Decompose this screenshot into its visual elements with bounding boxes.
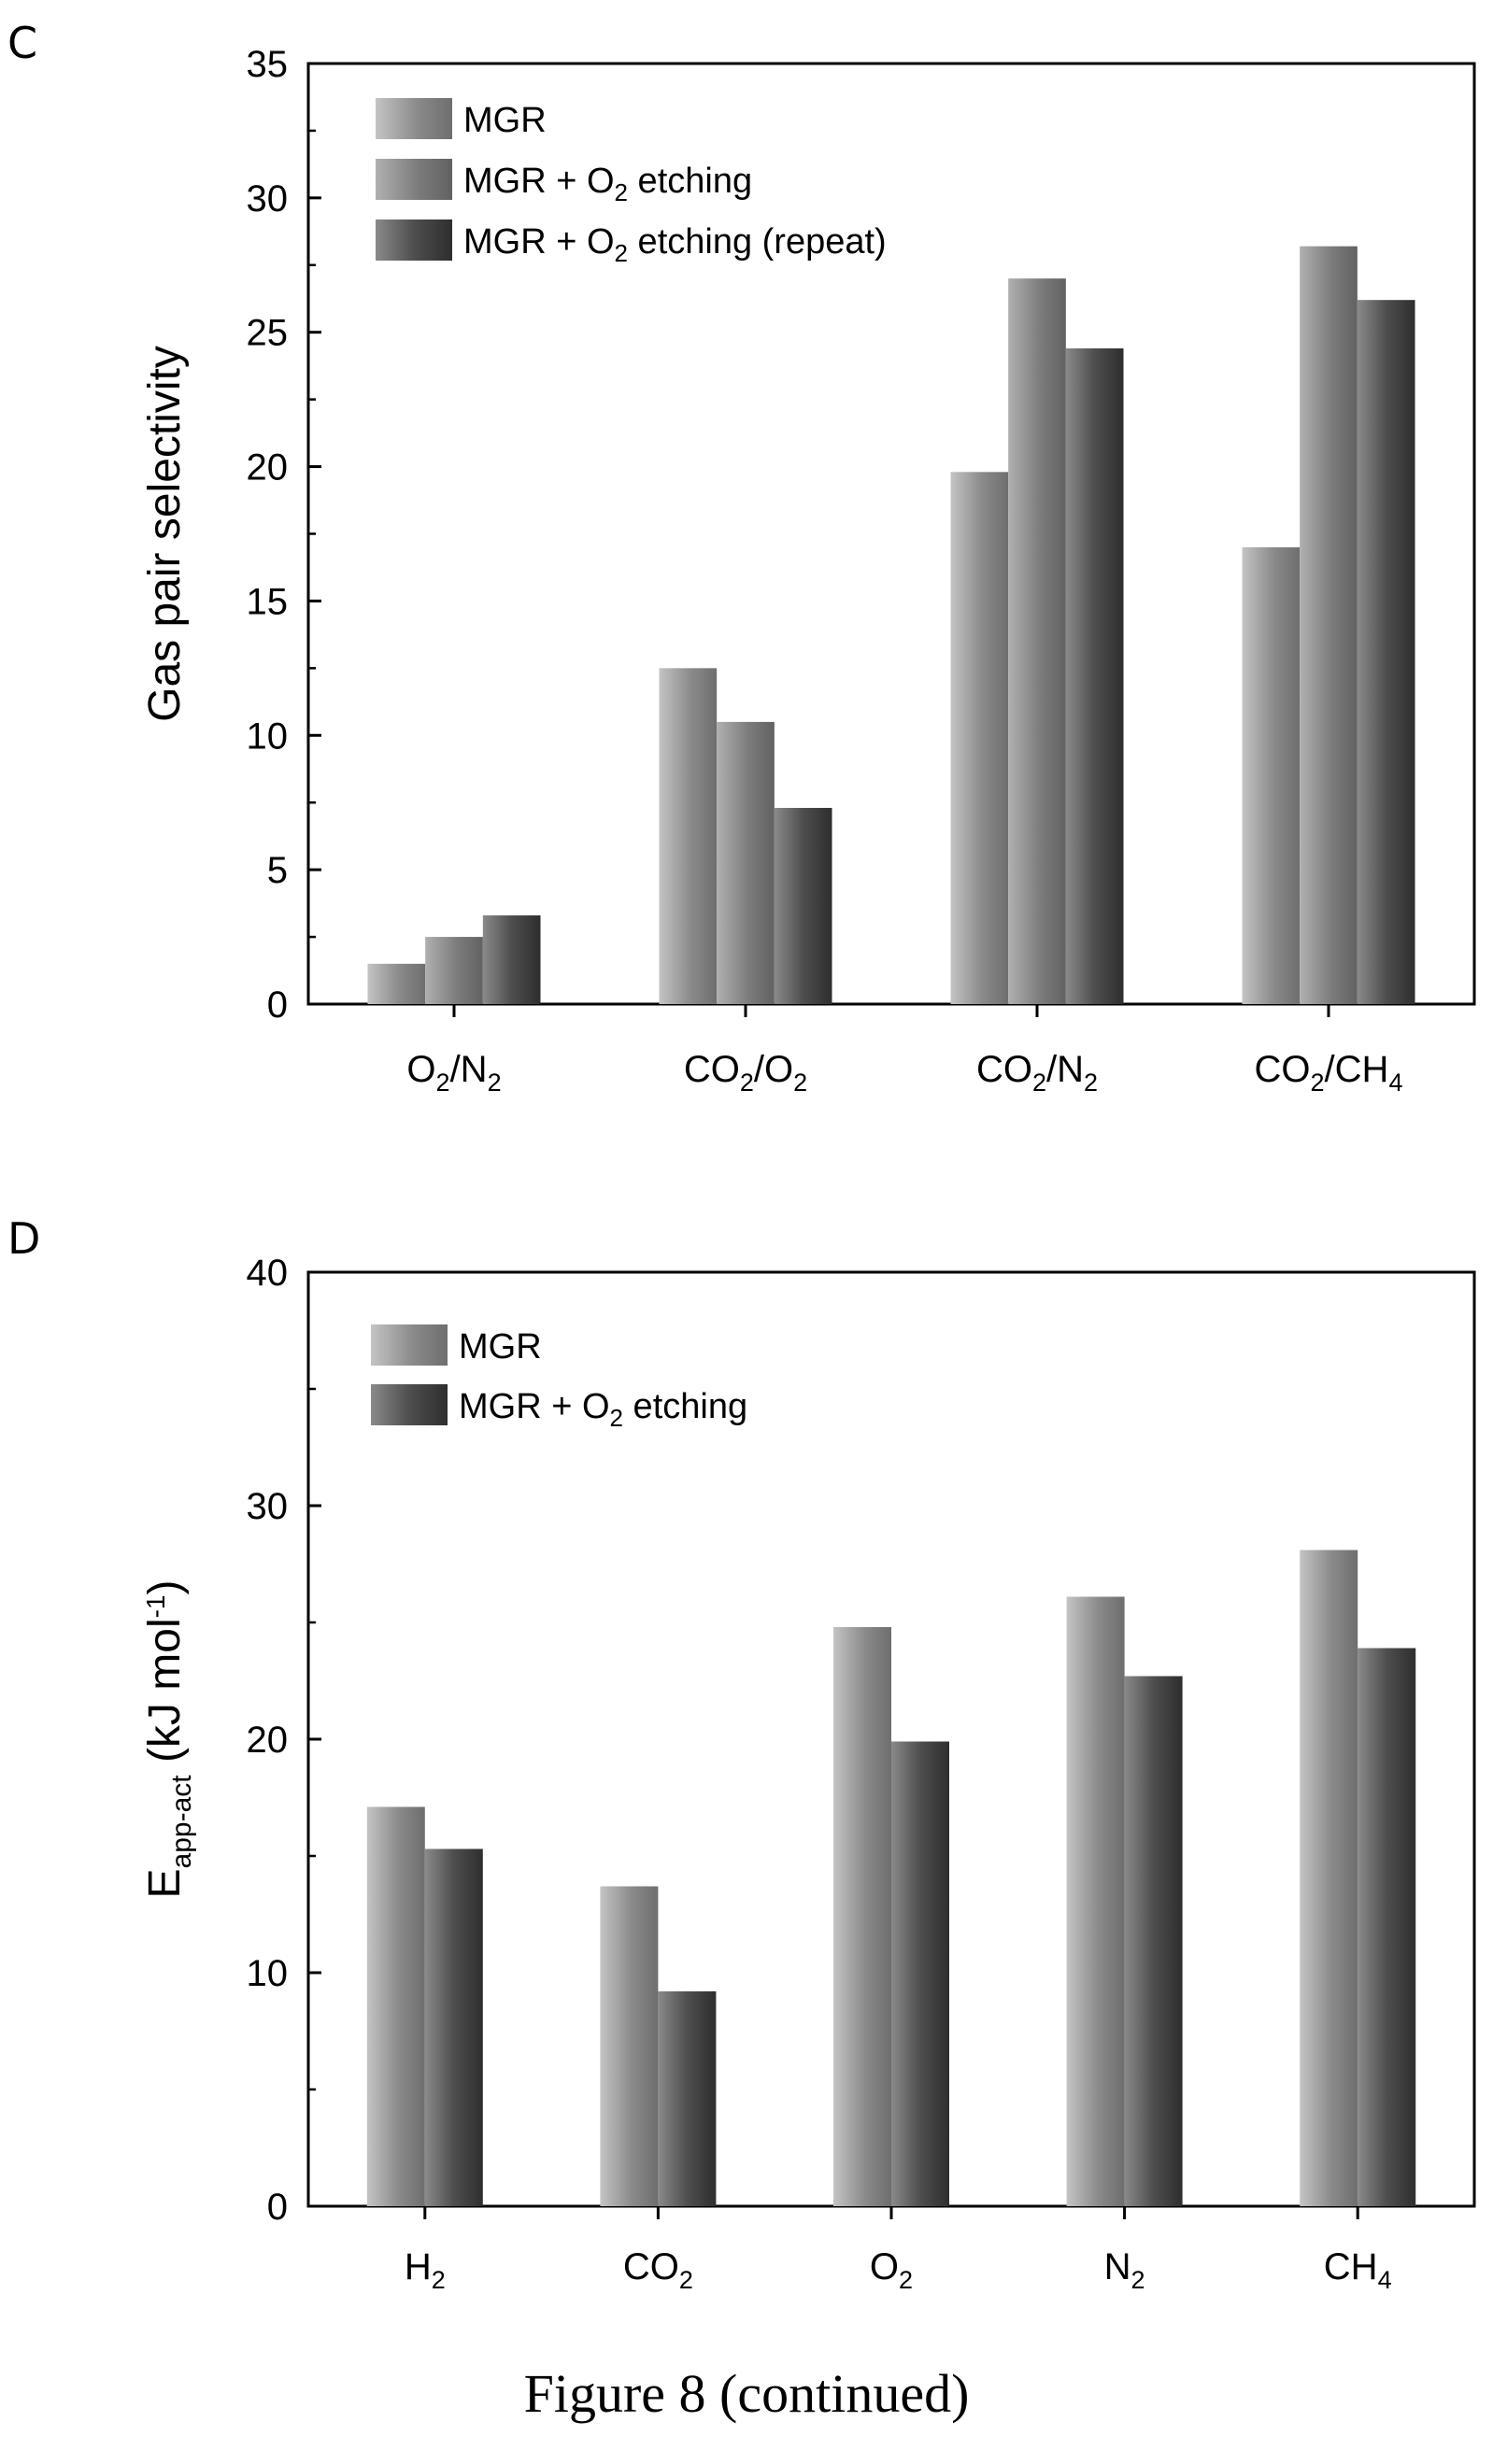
y-tick-label: 10 [247,715,289,757]
y-axis-label: Eapp-act (kJ mol-1) [140,1580,197,1899]
y-tick-label: 30 [247,1486,289,1527]
x-category-label: O2 [870,2246,913,2294]
bar-d-s0-c2 [833,1627,891,2206]
y-tick-label: 5 [267,850,288,891]
panel-label-c: C [7,18,37,68]
x-category-label: CO2/O2 [684,1049,807,1097]
legend-entry: MGR [463,101,547,140]
bar-c-s0-c3 [1242,546,1301,1004]
bar-d-s1-c3 [1124,1676,1183,2206]
legend-swatch [371,1324,448,1366]
bar-d-s0-c3 [1066,1596,1125,2206]
bar-c-s1-c1 [717,721,775,1004]
chart-panel-c: 0 5 10 15 20 25 30 35 O2/N2 CO2/O2 CO2/N2 CO2/CH4 Ga… [140,44,1476,1097]
x-category-label: H2 [405,2246,446,2294]
y-tick-label: 20 [247,447,289,489]
y-tick-label: 35 [247,44,289,85]
bar-d-s0-c0 [366,1806,425,2206]
bar-c-s1-c2 [1008,278,1066,1005]
y-axis-label: Gas pair selectivity [140,346,190,722]
bar-c-s0-c0 [367,963,426,1004]
legend-entry: MGR + O2 etching (repeat) [463,222,887,267]
bar-c-s1-c0 [425,937,483,1004]
y-tick-label: 20 [247,1720,289,1761]
bar-c-s2-c2 [1065,347,1124,1004]
y-tick-label: 15 [247,581,289,622]
bar-c-s0-c1 [659,668,718,1004]
legend-entry: MGR + O2 etching [459,1387,747,1432]
y-tick-label: 25 [247,313,289,354]
figure-caption: Figure 8 (continued) [524,2363,970,2424]
y-tick-label: 10 [247,1953,289,1994]
x-category-label: CO2/CH4 [1255,1049,1403,1097]
bar-d-s1-c2 [891,1741,949,2206]
bar-c-s0-c2 [950,472,1009,1005]
y-tick-label: 0 [267,984,288,1026]
x-category-label: CO2 [623,2246,693,2294]
x-category-label: N2 [1104,2246,1145,2294]
legend-swatch [371,1384,448,1425]
panel-label-d: D [7,1213,40,1264]
bar-c-s2-c3 [1357,300,1415,1004]
legend-swatch [376,98,452,139]
bar-d-s0-c1 [600,1886,659,2206]
legend-swatch [376,219,452,261]
bar-c-s1-c3 [1300,246,1358,1004]
x-category-label: CH4 [1324,2246,1392,2294]
bar-d-s1-c1 [658,1991,717,2206]
y-tick-label: 0 [267,2187,288,2228]
legend-entry: MGR [459,1327,542,1367]
legend-swatch [376,159,452,200]
bar-d-s1-c4 [1358,1648,1416,2206]
bar-d-s0-c4 [1300,1550,1358,2206]
chart-panel-d: 0 10 20 30 40 H2 CO2 O2 N2 CH4 Eapp-act (kJ mol-1)… [140,1253,1476,2294]
x-category-label: CO2/N2 [976,1049,1098,1097]
y-tick-label: 30 [247,178,289,219]
legend-entry: MGR + O2 etching [463,162,752,206]
bar-c-s2-c0 [482,915,541,1004]
bar-d-s1-c0 [424,1848,483,2206]
bar-c-s2-c1 [774,807,832,1004]
x-category-label: O2/N2 [406,1049,501,1097]
y-tick-label: 40 [247,1253,289,1294]
